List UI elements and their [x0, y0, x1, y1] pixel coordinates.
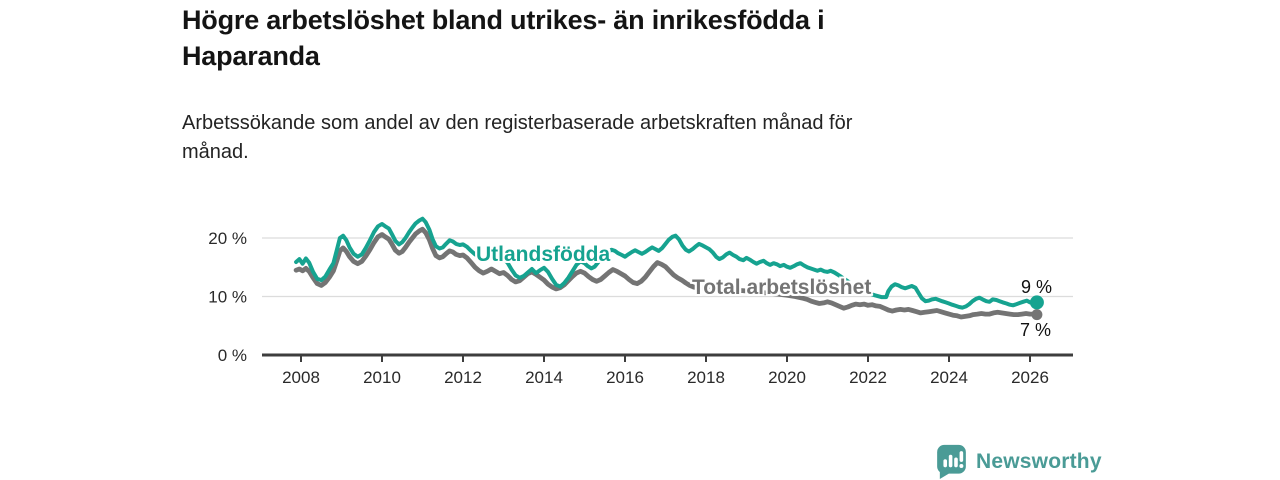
newsworthy-logo-icon	[937, 444, 966, 479]
page-title-line-2: Haparanda	[182, 41, 320, 71]
page-title: Högre arbetslöshet bland utrikes- än inr…	[182, 2, 1102, 74]
series-label-utlandsfodda: Utlandsfödda	[476, 243, 611, 266]
x-tick-label: 2020	[768, 368, 806, 387]
y-tick-label: 20 %	[208, 229, 247, 248]
end-value-label-total: 7 %	[1020, 320, 1052, 340]
chart-subtitle: Arbetssökande som andel av den registerb…	[182, 109, 1102, 167]
x-tick-label: 2012	[444, 368, 482, 387]
y-tick-label: 0 %	[218, 346, 247, 365]
x-tick-label: 2026	[1011, 368, 1049, 387]
page-title-line-1: Högre arbetslöshet bland utrikes- än inr…	[182, 5, 825, 35]
x-tick-label: 2022	[849, 368, 887, 387]
chart-subtitle-line-2: månad.	[182, 141, 249, 163]
series-line-utlandsfodda	[294, 216, 1039, 310]
series-end-dot-total	[1031, 309, 1043, 321]
brand-footer: Newsworthy	[936, 444, 1102, 479]
x-tick-label: 2016	[606, 368, 644, 387]
brand-name: Newsworthy	[976, 449, 1102, 473]
series-end-dot-utlandsfodda	[1029, 295, 1044, 310]
series-label-total-arbetsloshet: Total arbetslöshet	[692, 276, 872, 299]
series-line-total	[293, 226, 1040, 320]
chart-subtitle-line-1: Arbetssökande som andel av den registerb…	[182, 112, 853, 134]
end-value-label-utlandsfodda: 9 %	[1021, 277, 1053, 297]
x-tick-label: 2024	[930, 368, 968, 387]
x-tick-label: 2018	[687, 368, 725, 387]
x-tick-label: 2008	[282, 368, 320, 387]
x-tick-label: 2014	[525, 368, 563, 387]
y-tick-label: 10 %	[208, 288, 247, 307]
x-tick-label: 2010	[363, 368, 401, 387]
